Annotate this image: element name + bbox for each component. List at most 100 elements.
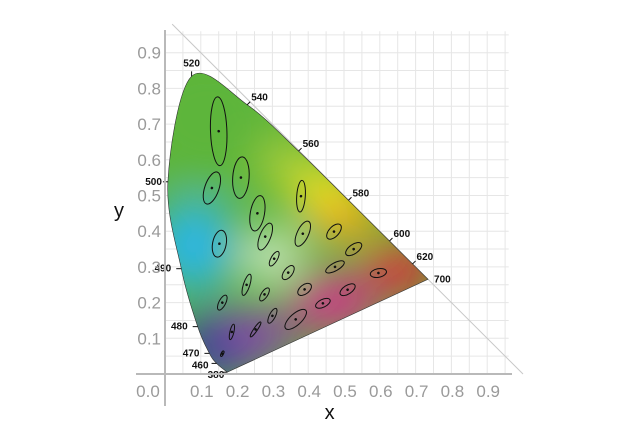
- y-tick-label: 0.3: [137, 258, 161, 277]
- macadam-ellipse: [345, 242, 363, 257]
- ellipse-center-dot: [256, 212, 259, 215]
- wavelength-label: 490: [155, 264, 172, 275]
- macadam-ellipse: [211, 229, 228, 258]
- macadam-ellipse: [259, 287, 270, 302]
- x-tick-label: 0.0: [136, 382, 160, 401]
- ellipse-outline: [217, 294, 228, 311]
- macadam-ellipses: [202, 96, 387, 357]
- wavelength-label: 460: [192, 360, 209, 371]
- macadam-ellipse: [232, 156, 250, 199]
- wavelength-label: 470: [183, 348, 200, 359]
- macadam-ellipse: [315, 297, 331, 309]
- macadam-ellipse: [325, 260, 345, 274]
- macadam-ellipse: [202, 171, 222, 205]
- ellipse-center-dot: [230, 330, 234, 334]
- macadam-ellipse: [339, 283, 356, 297]
- ellipse-outline: [325, 260, 345, 274]
- ellipse-center-dot: [263, 235, 267, 238]
- wavelength-label: 480: [171, 322, 188, 333]
- ellipse-outline: [202, 171, 222, 205]
- macadam-ellipse: [241, 273, 252, 296]
- ellipse-center-dot: [321, 301, 325, 305]
- wavelength-tick: [348, 196, 352, 201]
- ellipse-outline: [345, 242, 363, 257]
- ellipse-center-dot: [299, 194, 303, 198]
- macadam-ellipse: [249, 321, 262, 338]
- ellipse-center-dot: [254, 328, 257, 331]
- y-tick-label: 0.9: [137, 44, 161, 63]
- x-tick-label: 0.9: [476, 382, 500, 401]
- wavelength-label: 700: [434, 274, 451, 285]
- wavelength-label: 500: [145, 177, 162, 188]
- wavelength-label: 540: [251, 93, 268, 104]
- ellipse-center-dot: [346, 288, 349, 292]
- macadam-ellipse: [284, 308, 308, 330]
- x-tick-label: 0.3: [262, 382, 286, 401]
- macadam-ellipse: [249, 195, 266, 232]
- y-tick-label: 0.2: [137, 294, 161, 313]
- gamut-color-region: [167, 199, 237, 292]
- ellipse-outline: [232, 156, 250, 199]
- wavelength-tick: [412, 260, 416, 265]
- ellipse-outline: [369, 267, 387, 279]
- wavelength-tick: [246, 101, 251, 106]
- ellipse-outline: [259, 287, 270, 302]
- y-tick-label: 0.7: [137, 115, 161, 134]
- macadam-ellipse: [268, 250, 280, 267]
- x-tick-label: 0.2: [226, 382, 250, 401]
- ellipse-center-dot: [303, 288, 306, 291]
- ellipse-center-dot: [352, 247, 356, 251]
- axes: [136, 30, 512, 406]
- macadam-ellipse: [297, 282, 312, 296]
- y-tick-label: 0.4: [137, 222, 161, 241]
- ellipse-center-dot: [294, 318, 298, 321]
- ellipse-center-dot: [286, 271, 290, 274]
- macadam-ellipse: [281, 265, 295, 281]
- ellipse-center-dot: [245, 283, 248, 287]
- wavelength-tick: [389, 237, 393, 242]
- y-tick-label: 0.6: [137, 151, 161, 170]
- y-axis-title: y: [114, 200, 124, 222]
- x-tick-label: 0.8: [441, 382, 465, 401]
- ellipse-outline: [284, 308, 308, 330]
- macadam-ellipse: [257, 222, 274, 251]
- y-tick-label: 0.1: [137, 329, 161, 348]
- ellipse-center-dot: [301, 232, 305, 235]
- wavelength-tick: [298, 147, 302, 152]
- wavelength-label: 620: [417, 252, 434, 263]
- tick-labels: 0.0 0.1 0.2 0.3 0.4 0.5 0.6 0.7 0.8 0.9 0.1 0.2 0.3 0…: [136, 44, 500, 401]
- ellipse-center-dot: [272, 257, 276, 261]
- x-axis-title: x: [325, 402, 335, 424]
- ellipse-outline: [249, 195, 266, 232]
- ellipse-outline: [249, 321, 262, 338]
- ellipse-center-dot: [332, 230, 336, 233]
- ellipse-outline: [267, 307, 278, 324]
- ellipse-outline: [326, 223, 342, 240]
- ellipse-outline: [209, 96, 228, 167]
- macadam-ellipse: [209, 96, 228, 167]
- ellipse-center-dot: [263, 293, 266, 296]
- ellipse-outline: [211, 229, 228, 258]
- macadam-ellipse: [217, 294, 228, 311]
- ellipse-outline: [257, 222, 274, 251]
- x-tick-label: 0.6: [369, 382, 393, 401]
- ellipse-outline: [294, 220, 312, 247]
- ellipse-center-dot: [221, 352, 224, 356]
- ellipse-center-dot: [218, 242, 221, 245]
- ellipse-center-dot: [239, 176, 243, 179]
- macadam-ellipse: [220, 350, 225, 357]
- x-tick-label: 0.4: [297, 382, 321, 401]
- wavelength-label: 520: [183, 58, 200, 69]
- ellipse-outline: [315, 297, 331, 309]
- ellipse-outline: [281, 265, 295, 281]
- macadam-ellipse: [267, 307, 278, 324]
- macadam-ellipse: [326, 223, 342, 240]
- ellipse-center-dot: [217, 129, 220, 133]
- macadam-ellipse: [228, 323, 236, 341]
- wavelength-label: 580: [352, 188, 369, 199]
- ellipse-outline: [297, 282, 312, 296]
- ellipse-center-dot: [221, 301, 224, 304]
- ellipse-outline: [339, 283, 356, 297]
